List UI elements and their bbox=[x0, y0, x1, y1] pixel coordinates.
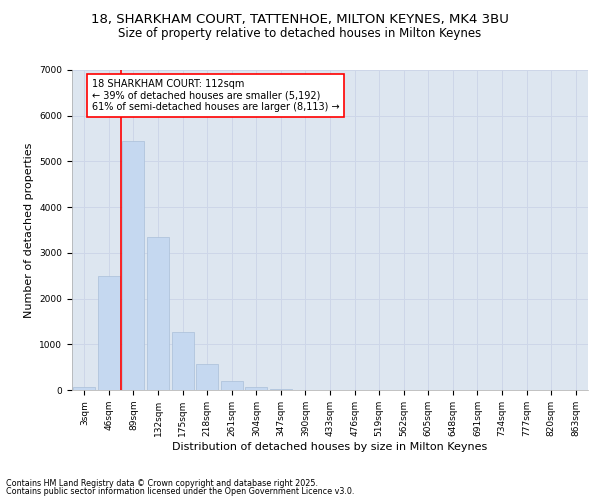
Bar bbox=[196, 364, 218, 390]
Bar bbox=[147, 237, 169, 390]
Bar bbox=[270, 388, 292, 390]
Bar bbox=[172, 332, 194, 390]
X-axis label: Distribution of detached houses by size in Milton Keynes: Distribution of detached houses by size … bbox=[172, 442, 488, 452]
Text: Contains HM Land Registry data © Crown copyright and database right 2025.: Contains HM Land Registry data © Crown c… bbox=[6, 478, 318, 488]
Y-axis label: Number of detached properties: Number of detached properties bbox=[24, 142, 34, 318]
Bar bbox=[73, 386, 95, 390]
Bar bbox=[221, 381, 243, 390]
Text: Contains public sector information licensed under the Open Government Licence v3: Contains public sector information licen… bbox=[6, 487, 355, 496]
Text: 18, SHARKHAM COURT, TATTENHOE, MILTON KEYNES, MK4 3BU: 18, SHARKHAM COURT, TATTENHOE, MILTON KE… bbox=[91, 12, 509, 26]
Text: Size of property relative to detached houses in Milton Keynes: Size of property relative to detached ho… bbox=[118, 28, 482, 40]
Bar bbox=[245, 386, 268, 390]
Bar bbox=[98, 276, 120, 390]
Bar bbox=[122, 141, 145, 390]
Text: 18 SHARKHAM COURT: 112sqm
← 39% of detached houses are smaller (5,192)
61% of se: 18 SHARKHAM COURT: 112sqm ← 39% of detac… bbox=[92, 79, 339, 112]
